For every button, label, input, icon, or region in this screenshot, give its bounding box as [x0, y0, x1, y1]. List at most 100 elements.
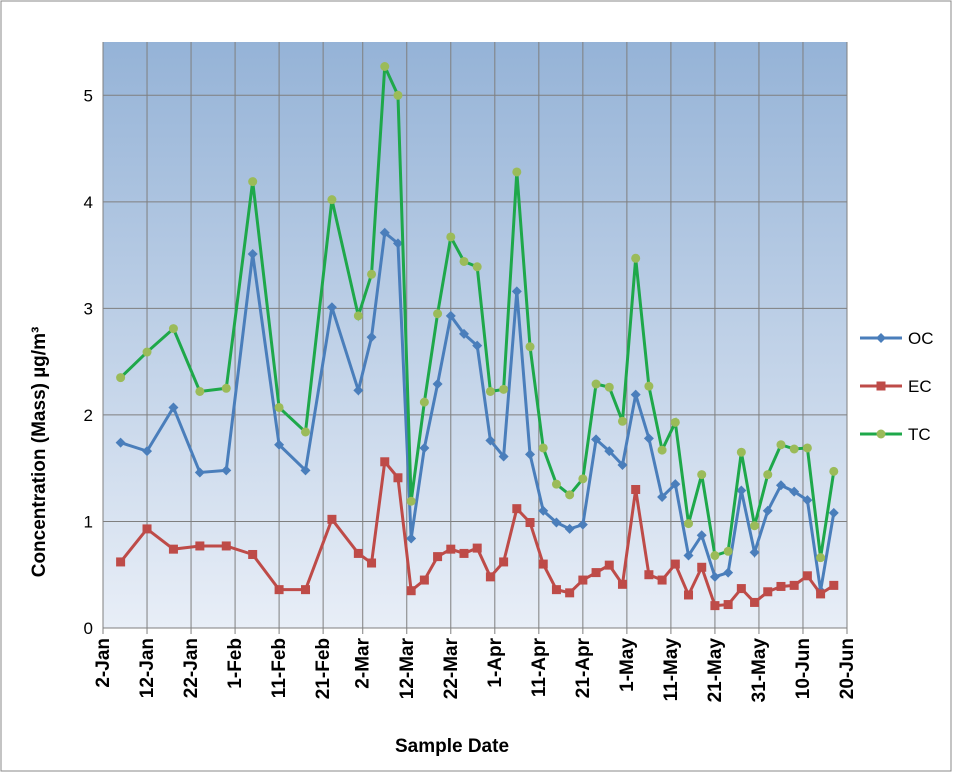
x-tick-label: 2-Mar	[353, 637, 374, 688]
data-point	[617, 416, 627, 426]
data-point	[142, 347, 152, 357]
data-point	[789, 580, 799, 590]
data-point	[802, 571, 812, 581]
data-point	[393, 90, 403, 100]
data-point	[789, 444, 799, 454]
data-point	[538, 559, 548, 569]
data-point	[763, 470, 773, 480]
data-point	[684, 590, 694, 600]
data-point	[485, 435, 496, 446]
data-point	[419, 397, 429, 407]
data-point	[683, 550, 694, 561]
x-axis-title: Sample Date	[395, 736, 509, 757]
data-point	[247, 249, 258, 260]
data-point	[472, 262, 482, 272]
data-point	[750, 521, 760, 531]
y-tick-label: 2	[84, 406, 93, 425]
data-point	[630, 389, 641, 400]
data-point	[617, 459, 628, 470]
x-tick-label: 11-May	[661, 638, 682, 702]
data-point	[248, 177, 258, 187]
data-point	[379, 227, 390, 238]
data-point	[789, 486, 800, 497]
data-point	[472, 543, 482, 553]
data-point	[802, 443, 812, 453]
x-tick-label: 12-Mar	[397, 637, 418, 699]
legend-marker	[876, 381, 886, 391]
x-tick-label: 1-Apr	[485, 637, 506, 687]
x-tick-label: 22-Jan	[181, 638, 202, 698]
data-point	[485, 386, 495, 396]
data-point	[828, 507, 839, 518]
data-point	[485, 572, 495, 582]
data-point	[301, 427, 311, 437]
data-point	[353, 548, 363, 558]
legend-marker	[876, 429, 886, 439]
data-point	[472, 340, 483, 351]
data-point	[327, 195, 337, 205]
data-point	[512, 504, 522, 514]
data-point	[458, 328, 469, 339]
data-point	[565, 588, 575, 598]
data-point	[433, 552, 443, 562]
series-line	[120, 229, 836, 591]
x-tick-label: 11-Feb	[269, 638, 290, 698]
data-point	[274, 585, 284, 595]
data-point	[644, 381, 654, 391]
data-point	[551, 585, 561, 595]
y-tick-label: 4	[84, 193, 93, 212]
data-point	[367, 269, 377, 279]
series-line	[119, 65, 836, 558]
data-point	[116, 373, 126, 383]
data-point	[327, 514, 337, 524]
data-point	[709, 571, 720, 582]
x-tick-label: 21-Feb	[313, 638, 334, 699]
data-point	[657, 575, 667, 585]
data-point	[670, 559, 680, 569]
data-point	[538, 443, 548, 453]
data-point	[591, 568, 601, 578]
data-point	[274, 439, 285, 450]
data-point	[591, 379, 601, 389]
data-point	[657, 491, 668, 502]
x-tick-label: 12-Jan	[137, 638, 158, 698]
data-point	[221, 383, 231, 393]
x-tick-label: 1-May	[617, 638, 638, 692]
data-point	[499, 384, 509, 394]
data-point	[723, 546, 733, 556]
data-point	[749, 547, 760, 558]
data-point	[367, 558, 377, 568]
data-point	[684, 519, 694, 529]
data-point	[591, 434, 602, 445]
y-tick-label: 0	[84, 619, 93, 638]
data-point	[763, 587, 773, 597]
data-point	[644, 570, 654, 580]
y-tick-label: 5	[84, 86, 93, 105]
y-axis-title: Concentration (Mass) µg/m³	[29, 327, 50, 578]
data-point	[446, 232, 456, 242]
data-point	[577, 519, 588, 530]
data-point	[604, 382, 614, 392]
data-point	[446, 544, 456, 554]
data-point	[142, 446, 153, 457]
data-point	[578, 474, 588, 484]
data-point	[512, 167, 522, 177]
data-point	[525, 449, 536, 460]
data-point	[393, 473, 403, 483]
data-point	[670, 417, 680, 427]
data-point	[762, 505, 773, 516]
series-line	[119, 458, 835, 608]
data-point	[696, 530, 707, 541]
data-point	[380, 457, 390, 467]
data-point	[353, 311, 363, 321]
data-point	[551, 479, 561, 489]
data-point	[525, 342, 535, 352]
data-point	[538, 505, 549, 516]
data-point	[604, 560, 614, 570]
data-point	[168, 544, 178, 554]
x-tick-label: 22-Mar	[441, 637, 462, 699]
data-point	[816, 553, 826, 563]
data-point	[551, 517, 562, 528]
data-point	[670, 479, 681, 490]
